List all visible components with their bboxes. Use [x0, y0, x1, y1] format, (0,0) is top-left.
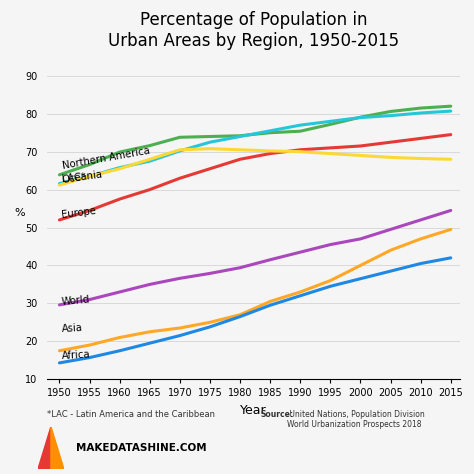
Text: United Nations, Population Division
World Urbanization Prospects 2018: United Nations, Population Division Worl…: [287, 410, 425, 429]
Text: Africa: Africa: [61, 349, 91, 361]
Text: Oceania: Oceania: [61, 170, 103, 185]
Text: Source:: Source:: [261, 410, 294, 419]
Text: *LAC - Latin America and the Caribbean: *LAC - Latin America and the Caribbean: [47, 410, 215, 419]
Polygon shape: [51, 427, 64, 469]
X-axis label: Year: Year: [240, 404, 267, 417]
Text: MAKEDATASHINE.COM: MAKEDATASHINE.COM: [76, 443, 207, 453]
Text: Europe: Europe: [61, 206, 97, 220]
Y-axis label: %: %: [14, 208, 25, 218]
Title: Percentage of Population in
Urban Areas by Region, 1950-2015: Percentage of Population in Urban Areas …: [108, 11, 399, 50]
Text: LAC*: LAC*: [61, 172, 86, 184]
Text: Asia: Asia: [61, 323, 83, 334]
Polygon shape: [38, 427, 51, 469]
Text: World: World: [61, 295, 91, 307]
Text: Northern America: Northern America: [61, 146, 150, 171]
